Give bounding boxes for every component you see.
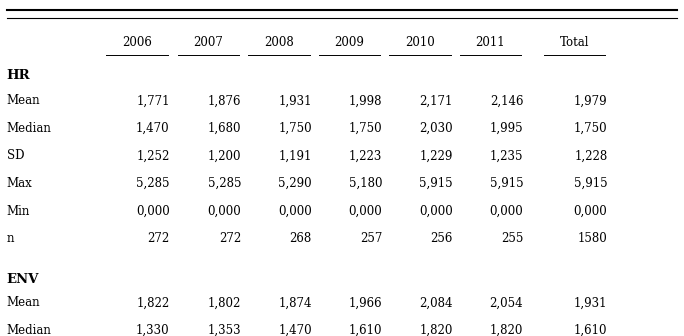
Text: 5,915: 5,915 bbox=[574, 177, 607, 190]
Text: 1,750: 1,750 bbox=[574, 122, 607, 135]
Text: HR: HR bbox=[7, 69, 31, 82]
Text: 1,876: 1,876 bbox=[208, 94, 241, 107]
Text: 255: 255 bbox=[501, 232, 523, 245]
Text: 1,822: 1,822 bbox=[136, 296, 170, 309]
Text: Mean: Mean bbox=[7, 94, 40, 107]
Text: 256: 256 bbox=[430, 232, 453, 245]
Text: 1,802: 1,802 bbox=[208, 296, 241, 309]
Text: 1,820: 1,820 bbox=[490, 324, 523, 336]
Text: 1,229: 1,229 bbox=[419, 150, 453, 162]
Text: 5,285: 5,285 bbox=[208, 177, 241, 190]
Text: 1,235: 1,235 bbox=[490, 150, 523, 162]
Text: ENV: ENV bbox=[7, 273, 39, 286]
Text: 1,995: 1,995 bbox=[490, 122, 523, 135]
Text: 1580: 1580 bbox=[578, 232, 607, 245]
Text: 1,820: 1,820 bbox=[419, 324, 453, 336]
Text: Min: Min bbox=[7, 205, 30, 217]
Text: 2011: 2011 bbox=[475, 36, 505, 48]
Text: 1,750: 1,750 bbox=[278, 122, 312, 135]
Text: n: n bbox=[7, 232, 14, 245]
Text: 1,200: 1,200 bbox=[208, 150, 241, 162]
Text: Max: Max bbox=[7, 177, 33, 190]
Text: 1,610: 1,610 bbox=[574, 324, 607, 336]
Text: 1,252: 1,252 bbox=[136, 150, 170, 162]
Text: 5,290: 5,290 bbox=[278, 177, 312, 190]
Text: Median: Median bbox=[7, 122, 52, 135]
Text: 1,931: 1,931 bbox=[574, 296, 607, 309]
Text: 2007: 2007 bbox=[194, 36, 224, 48]
Text: 2008: 2008 bbox=[264, 36, 294, 48]
Text: 2,054: 2,054 bbox=[490, 296, 523, 309]
Text: 0,000: 0,000 bbox=[208, 205, 241, 217]
Text: 272: 272 bbox=[219, 232, 241, 245]
Text: 0,000: 0,000 bbox=[574, 205, 607, 217]
Text: 1,874: 1,874 bbox=[278, 296, 312, 309]
Text: 257: 257 bbox=[360, 232, 382, 245]
Text: 1,223: 1,223 bbox=[349, 150, 382, 162]
Text: 2006: 2006 bbox=[122, 36, 152, 48]
Text: 0,000: 0,000 bbox=[278, 205, 312, 217]
Text: 272: 272 bbox=[147, 232, 170, 245]
Text: 5,180: 5,180 bbox=[349, 177, 382, 190]
Text: 1,191: 1,191 bbox=[278, 150, 312, 162]
Text: 1,228: 1,228 bbox=[574, 150, 607, 162]
Text: 1,750: 1,750 bbox=[349, 122, 382, 135]
Text: 0,000: 0,000 bbox=[136, 205, 170, 217]
Text: 5,915: 5,915 bbox=[490, 177, 523, 190]
Text: 0,000: 0,000 bbox=[490, 205, 523, 217]
Text: 268: 268 bbox=[289, 232, 312, 245]
Text: 5,285: 5,285 bbox=[136, 177, 170, 190]
Text: 0,000: 0,000 bbox=[419, 205, 453, 217]
Text: Total: Total bbox=[560, 36, 590, 48]
Text: 1,979: 1,979 bbox=[574, 94, 607, 107]
Text: Mean: Mean bbox=[7, 296, 40, 309]
Text: 1,771: 1,771 bbox=[136, 94, 170, 107]
Text: SD: SD bbox=[7, 150, 25, 162]
Text: 1,931: 1,931 bbox=[278, 94, 312, 107]
Text: 1,966: 1,966 bbox=[349, 296, 382, 309]
Text: 1,680: 1,680 bbox=[208, 122, 241, 135]
Text: 1,998: 1,998 bbox=[349, 94, 382, 107]
Text: 1,610: 1,610 bbox=[349, 324, 382, 336]
Text: 1,470: 1,470 bbox=[136, 122, 170, 135]
Text: 2,030: 2,030 bbox=[419, 122, 453, 135]
Text: Median: Median bbox=[7, 324, 52, 336]
Text: 1,330: 1,330 bbox=[136, 324, 170, 336]
Text: 2,084: 2,084 bbox=[419, 296, 453, 309]
Text: 2,146: 2,146 bbox=[490, 94, 523, 107]
Text: 2010: 2010 bbox=[405, 36, 435, 48]
Text: 5,915: 5,915 bbox=[419, 177, 453, 190]
Text: 2,171: 2,171 bbox=[419, 94, 453, 107]
Text: 0,000: 0,000 bbox=[349, 205, 382, 217]
Text: 1,353: 1,353 bbox=[208, 324, 241, 336]
Text: 2009: 2009 bbox=[334, 36, 365, 48]
Text: 1,470: 1,470 bbox=[278, 324, 312, 336]
